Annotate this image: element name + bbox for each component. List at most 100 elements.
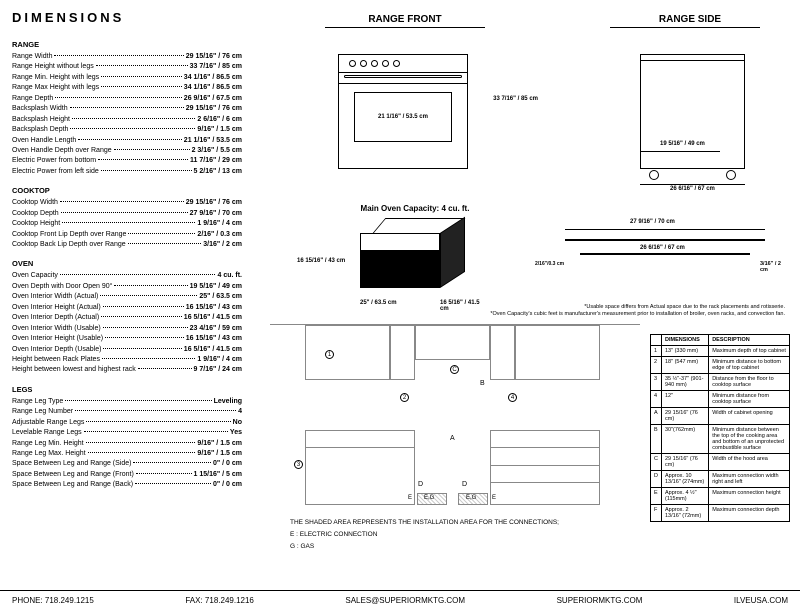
table-row: 113" (330 mm)Maximum depth of top cabine…	[651, 346, 790, 357]
table-row: DApprox. 10 13/16" (274mm)Maximum connec…	[651, 471, 790, 488]
spec-label: Cooktop Back Lip Depth over Range	[12, 240, 126, 249]
spec-value: 16 5/16" / 41.5 cm	[184, 313, 242, 322]
spec-row: Cooktop Depth27 9/16" / 70 cm	[12, 209, 242, 218]
table-row: 335 ½"-37" (901-940 mm)Distance from the…	[651, 374, 790, 391]
spec-value: 21 1/16" / 53.5 cm	[184, 136, 242, 145]
spec-label: Oven Capacity	[12, 271, 58, 280]
spec-value: 9/16" / 1.5 cm	[197, 449, 242, 458]
spec-label: Oven Interior Depth (Actual)	[12, 313, 99, 322]
spec-row: Backsplash Width29 15/16" / 76 cm	[12, 104, 242, 113]
table-cell: Approx. 2 13/16" (72mm)	[661, 505, 708, 522]
table-cell: 2	[651, 357, 662, 374]
range-header: RANGE	[12, 40, 242, 49]
table-cell: 1	[651, 346, 662, 357]
plan-left: 2/16"/0.3 cm	[535, 261, 564, 267]
table-cell: Distance from the floor to cooktop surfa…	[709, 374, 790, 391]
spec-row: Oven Interior Height (Usable)16 15/16" /…	[12, 334, 242, 343]
side-depth-top: 19 5/16" / 49 cm	[660, 141, 705, 147]
spec-label: Cooktop Width	[12, 198, 58, 207]
range-front-title: RANGE FRONT	[290, 14, 520, 25]
table-cell: 30"(762mm)	[661, 425, 708, 454]
oven-window-label: 21 1/16" / 53.5 cm	[354, 92, 452, 142]
spec-label: Range Min. Height with legs	[12, 73, 99, 82]
spec-label: Space Between Leg and Range (Front)	[12, 470, 134, 479]
table-header	[651, 335, 662, 346]
spec-value: 33 7/16" / 85 cm	[190, 62, 242, 71]
spec-row: Oven Interior Width (Actual) 25" / 63.5 c…	[12, 292, 242, 301]
spec-label: Oven Interior Width (Actual)	[12, 292, 98, 301]
spec-column: RANGE Range Width29 15/16" / 76 cmRange …	[12, 30, 242, 491]
footer-fax: FAX: 718.249.1216	[185, 596, 254, 605]
spec-row: Height between lowest and highest rack9 …	[12, 365, 242, 374]
footnote-2: *Oven Capacity's cubic feet is manufactu…	[490, 311, 785, 318]
spec-row: Range Leg Max. Height9/16" / 1.5 cm	[12, 449, 242, 458]
table-cell: 13" (330 mm)	[661, 346, 708, 357]
spec-value: 4	[238, 407, 242, 416]
spec-row: Oven Interior Depth (Actual) 16 5/16" / 4…	[12, 313, 242, 322]
spec-value: 23 4/16" / 59 cm	[190, 324, 242, 333]
spec-row: Electric Power from left side5 2/16" / 1…	[12, 167, 242, 176]
plan-mid: 26 6/16" / 67 cm	[640, 245, 685, 251]
spec-label: Range Max Height with legs	[12, 83, 99, 92]
e-label: E : ELECTRIC CONNECTION	[290, 531, 790, 538]
cap-d: 16 5/16" / 41.5 cm	[440, 300, 485, 312]
spec-row: Oven Interior Depth (Usable)16 5/16" / 4…	[12, 345, 242, 354]
footer-web2: ILVEUSA.COM	[734, 596, 788, 605]
range-side-title: RANGE SIDE	[590, 14, 790, 25]
spec-label: Oven Interior Height (Actual)	[12, 303, 101, 312]
spec-value: 11 7/16" / 29 cm	[190, 156, 242, 165]
spec-row: Backsplash Height2 6/16" / 6 cm	[12, 115, 242, 124]
spec-label: Range Leg Type	[12, 397, 63, 406]
spec-label: Adjustable Range Legs	[12, 418, 84, 427]
table-cell: 29 15/16" (76 cm)	[661, 408, 708, 425]
spec-label: Backsplash Width	[12, 104, 68, 113]
table-cell: B	[651, 425, 662, 454]
spec-value: 16 5/16" / 41.5 cm	[184, 345, 242, 354]
spec-value: 25" / 63.5 cm	[199, 292, 242, 301]
spec-row: Oven Handle Depth over Range2 3/16" / 5.…	[12, 146, 242, 155]
footer-email: SALES@SUPERIORMKTG.COM	[345, 596, 465, 605]
spec-label: Space Between Leg and Range (Back)	[12, 480, 133, 489]
spec-value: 1 9/16" / 4 cm	[197, 219, 242, 228]
cap-h: 16 15/16" / 43 cm	[297, 258, 345, 264]
spec-label: Backsplash Depth	[12, 125, 68, 134]
spec-row: Height between Rack Plates 1 9/16" / 4 cm	[12, 355, 242, 364]
spec-value: 0" / 0 cm	[213, 480, 242, 489]
spec-label: Height between Rack Plates	[12, 355, 100, 364]
table-cell: Maximum connection width right and left	[709, 471, 790, 488]
range-front-diagram: RANGE FRONT 21 1/16" / 53.5 cm 33 7/16" …	[290, 14, 520, 191]
spec-value: 0" / 0 cm	[213, 459, 242, 468]
spec-label: Cooktop Height	[12, 219, 60, 228]
spec-label: Range Leg Number	[12, 407, 73, 416]
table-cell: Minimum distance between the top of the …	[709, 425, 790, 454]
spec-label: Electric Power from bottom	[12, 156, 96, 165]
table-cell: Maximum depth of top cabinet	[709, 346, 790, 357]
spec-value: 1 15/16" / 5 cm	[194, 470, 242, 479]
table-cell: Maximum connection depth	[709, 505, 790, 522]
spec-row: Oven Capacity4 cu. ft.	[12, 271, 242, 280]
spec-row: Oven Interior Height (Actual)16 15/16" /…	[12, 303, 242, 312]
table-cell: E	[651, 488, 662, 505]
spec-row: Oven Handle Length21 1/16" / 53.5 cm	[12, 136, 242, 145]
spec-value: 2 6/16" / 6 cm	[197, 115, 242, 124]
table-cell: C	[651, 454, 662, 471]
spec-label: Range Depth	[12, 94, 53, 103]
spec-label: Cooktop Depth	[12, 209, 59, 218]
table-cell: 35 ½"-37" (901-940 mm)	[661, 374, 708, 391]
spec-row: Cooktop Front Lip Depth over Range2/16" …	[12, 230, 242, 239]
spec-label: Range Width	[12, 52, 52, 61]
spec-row: Cooktop Height 1 9/16" / 4 cm	[12, 219, 242, 228]
spec-row: Electric Power from bottom 11 7/16" / 29 …	[12, 156, 242, 165]
front-height-label: 33 7/16" / 85 cm	[493, 96, 538, 102]
table-header: DESCRIPTION	[709, 335, 790, 346]
table-row: A29 15/16" (76 cm)Width of cabinet openi…	[651, 408, 790, 425]
installation-diagram: C 1 2 4 3 B A D D E E,G E,G E	[270, 324, 640, 514]
spec-row: Range Leg Number 4	[12, 407, 242, 416]
spec-row: Space Between Leg and Range (Front) 1 15/…	[12, 470, 242, 479]
spec-value: 1 9/16" / 4 cm	[197, 355, 242, 364]
spec-row: Cooktop Width29 15/16" / 76 cm	[12, 198, 242, 207]
spec-label: Oven Interior Width (Usable)	[12, 324, 101, 333]
table-header: DIMENSIONS	[661, 335, 708, 346]
spec-value: Yes	[230, 428, 242, 437]
table-cell: Maximum connection height	[709, 488, 790, 505]
